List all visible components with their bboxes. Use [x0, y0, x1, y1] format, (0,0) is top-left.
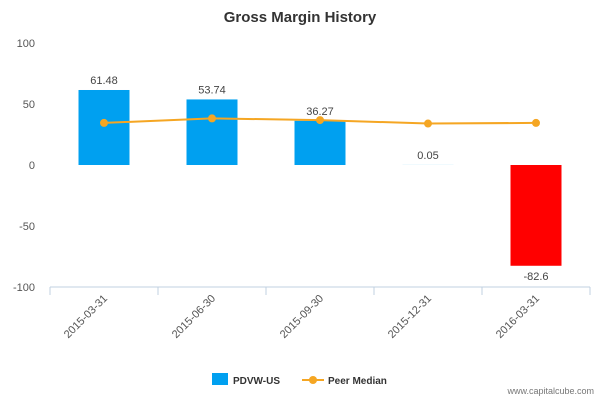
peer-median-point-2015-03-31 — [100, 118, 108, 127]
y-tick-label: 0 — [29, 160, 35, 172]
bar-2015-06-30 — [186, 99, 238, 165]
bar-data-labels: 61.48 53.74 36.27 0.05 -82.6 — [90, 75, 548, 283]
y-axis-ticks: 100 50 0 -50 -100 — [13, 38, 35, 294]
y-tick-label: 100 — [17, 38, 35, 50]
bar-2015-09-30 — [294, 120, 346, 165]
peer-median-point-2016-03-31 — [532, 118, 540, 127]
x-tick-label: 2015-06-30 — [170, 293, 218, 341]
peer-median-point-2015-06-30 — [208, 114, 216, 123]
credit-text: www.capitalcube.com — [506, 386, 594, 396]
y-tick-label: -50 — [19, 221, 35, 233]
peer-median-point-2015-09-30 — [316, 116, 324, 125]
legend-swatch-pdvw — [212, 373, 228, 385]
legend-label-pdvw: PDVW-US — [233, 376, 280, 387]
x-axis — [49, 286, 591, 295]
bar-value-label: 61.48 — [90, 75, 118, 87]
y-tick-label: 50 — [23, 99, 35, 111]
y-tick-label: -100 — [13, 282, 35, 294]
x-tick-label: 2016-03-31 — [494, 293, 542, 341]
legend-label-peer: Peer Median — [328, 376, 387, 387]
bar-2016-03-31 — [510, 165, 562, 266]
x-tick-label: 2015-09-30 — [278, 293, 326, 341]
bar-value-label: 53.74 — [198, 84, 226, 96]
bar-2015-03-31 — [78, 89, 130, 165]
bar-value-label: -82.6 — [523, 271, 548, 283]
legend: PDVW-US Peer Median — [212, 373, 387, 387]
bar-value-label: 36.27 — [306, 106, 334, 118]
x-tick-label: 2015-12-31 — [386, 293, 434, 341]
legend-marker-peer — [309, 376, 317, 384]
bar-value-label: 0.05 — [417, 150, 438, 162]
bar-series — [78, 89, 562, 266]
peer-median-series — [100, 114, 540, 128]
peer-median-point-2015-12-31 — [424, 119, 432, 128]
x-tick-label: 2015-03-31 — [62, 293, 110, 341]
x-axis-tick-labels: 2015-03-31 2015-06-30 2015-09-30 2015-12-31… — [62, 293, 542, 341]
chart-title: Gross Margin History — [224, 9, 377, 26]
